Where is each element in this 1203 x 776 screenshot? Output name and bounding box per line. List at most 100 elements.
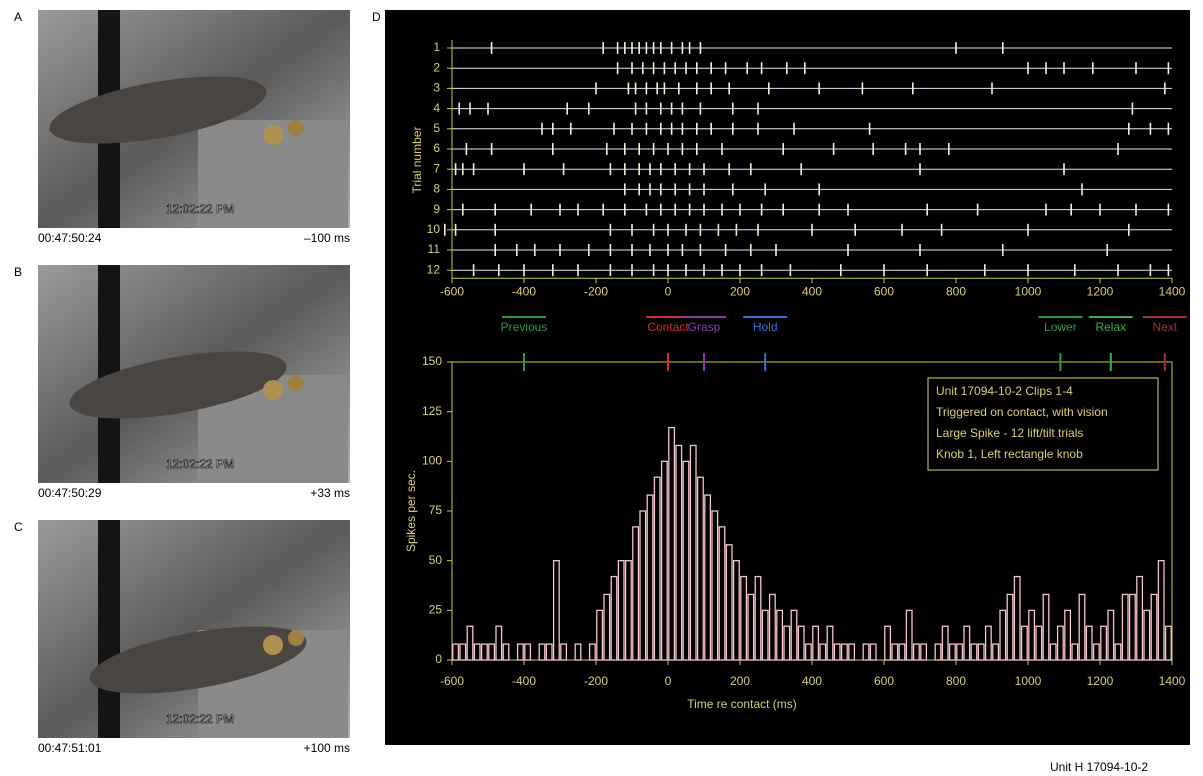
bar bbox=[804, 643, 812, 661]
footer: Unit H 17094-10-2 bbox=[1050, 760, 1148, 774]
bar bbox=[1049, 643, 1057, 661]
bar bbox=[538, 643, 546, 661]
bar bbox=[639, 510, 647, 661]
bar bbox=[848, 643, 856, 661]
photo-knob bbox=[263, 125, 283, 145]
y-tick-label: 75 bbox=[429, 503, 443, 517]
bar bbox=[617, 560, 625, 661]
bar bbox=[480, 643, 488, 661]
bar bbox=[704, 494, 712, 661]
offset: –100 ms bbox=[304, 231, 350, 245]
clock-overlay: 12:02:22 PM bbox=[166, 202, 234, 216]
event-legend-label: Contact bbox=[647, 320, 689, 334]
bar bbox=[812, 625, 820, 661]
bar bbox=[473, 643, 481, 661]
x-tick-label: 1400 bbox=[1159, 674, 1186, 688]
photo-knob bbox=[288, 375, 304, 391]
annotation-line: Knob 1, Left rectangle knob bbox=[936, 447, 1083, 461]
bar bbox=[1100, 625, 1108, 661]
clock-overlay: 12:02:22 PM bbox=[166, 457, 234, 471]
y-tick-label: 8 bbox=[433, 182, 440, 196]
x-tick-label: 1400 bbox=[1159, 284, 1186, 298]
bar bbox=[1164, 625, 1172, 661]
clock-overlay: 12:02:22 PM bbox=[166, 712, 234, 726]
y-axis-label: Trial number bbox=[410, 127, 424, 194]
bar bbox=[660, 460, 668, 661]
bar bbox=[1092, 643, 1100, 661]
bar bbox=[524, 643, 532, 661]
bar bbox=[653, 476, 661, 661]
y-tick-label: 0 bbox=[435, 652, 442, 666]
photo-arm bbox=[49, 76, 267, 144]
annotation-box bbox=[927, 377, 1159, 471]
bar bbox=[992, 643, 1000, 661]
bar bbox=[948, 643, 956, 661]
y-tick-label: 5 bbox=[433, 121, 440, 135]
bar bbox=[711, 510, 719, 661]
y-tick-label: 150 bbox=[422, 354, 442, 368]
x-tick-label: 1200 bbox=[1087, 674, 1114, 688]
y-tick-label: 2 bbox=[433, 60, 440, 74]
x-tick-label: 200 bbox=[730, 674, 750, 688]
bar bbox=[718, 526, 726, 661]
bar bbox=[977, 643, 985, 661]
y-tick-label: 3 bbox=[433, 81, 440, 95]
x-tick-label: -200 bbox=[584, 674, 608, 688]
bar bbox=[776, 609, 784, 661]
annotation-line: Unit 17094-10-2 Clips 1-4 bbox=[936, 384, 1073, 398]
bar bbox=[624, 560, 632, 661]
x-tick-label: 0 bbox=[665, 674, 672, 688]
bar bbox=[459, 643, 467, 661]
y-tick-label: 9 bbox=[433, 202, 440, 216]
bar bbox=[560, 643, 568, 661]
event-legend-label: Next bbox=[1152, 320, 1177, 334]
photo-knob bbox=[263, 380, 283, 400]
bar bbox=[797, 625, 805, 661]
y-tick-label: 100 bbox=[422, 454, 442, 468]
bar bbox=[1028, 609, 1036, 661]
bar bbox=[668, 426, 676, 661]
bar bbox=[1121, 593, 1129, 661]
x-tick-label: 400 bbox=[802, 674, 822, 688]
bar bbox=[999, 609, 1007, 661]
y-tick-label: 7 bbox=[433, 161, 440, 175]
bar bbox=[833, 643, 841, 661]
panel-letter: A bbox=[14, 10, 22, 24]
y-tick-label: 50 bbox=[429, 553, 443, 567]
x-tick-label: -400 bbox=[512, 284, 536, 298]
bar bbox=[941, 625, 949, 661]
bar bbox=[970, 643, 978, 661]
x-tick-label: 200 bbox=[730, 284, 750, 298]
event-legend-label: Grasp bbox=[688, 320, 721, 334]
bar bbox=[754, 575, 762, 661]
bar bbox=[984, 625, 992, 661]
bar bbox=[466, 625, 474, 661]
bar bbox=[1071, 643, 1079, 661]
bar bbox=[452, 643, 460, 661]
y-tick-label: 6 bbox=[433, 141, 440, 155]
photo-knob bbox=[288, 120, 304, 136]
bar bbox=[956, 643, 964, 661]
x-tick-label: 1000 bbox=[1015, 284, 1042, 298]
bar bbox=[1143, 609, 1151, 661]
bar bbox=[761, 609, 769, 661]
annotation-line: Triggered on contact, with vision bbox=[936, 405, 1108, 419]
bar bbox=[920, 643, 928, 661]
y-tick-label: 11 bbox=[428, 242, 441, 256]
photo-post bbox=[98, 265, 120, 483]
x-tick-label: 1200 bbox=[1087, 284, 1114, 298]
offset: +100 ms bbox=[304, 741, 350, 755]
timecode: 00:47:51:01 bbox=[38, 741, 102, 755]
bar bbox=[646, 494, 654, 661]
y-tick-label: 10 bbox=[427, 222, 441, 236]
bar bbox=[934, 643, 942, 661]
bar bbox=[675, 444, 683, 661]
bar bbox=[725, 544, 733, 661]
bar bbox=[1013, 575, 1021, 661]
bar bbox=[1035, 625, 1043, 661]
bar bbox=[747, 593, 755, 661]
x-tick-label: 800 bbox=[946, 284, 966, 298]
bar bbox=[862, 643, 870, 661]
bar bbox=[912, 643, 920, 661]
timecode: 00:47:50:24 bbox=[38, 231, 102, 245]
